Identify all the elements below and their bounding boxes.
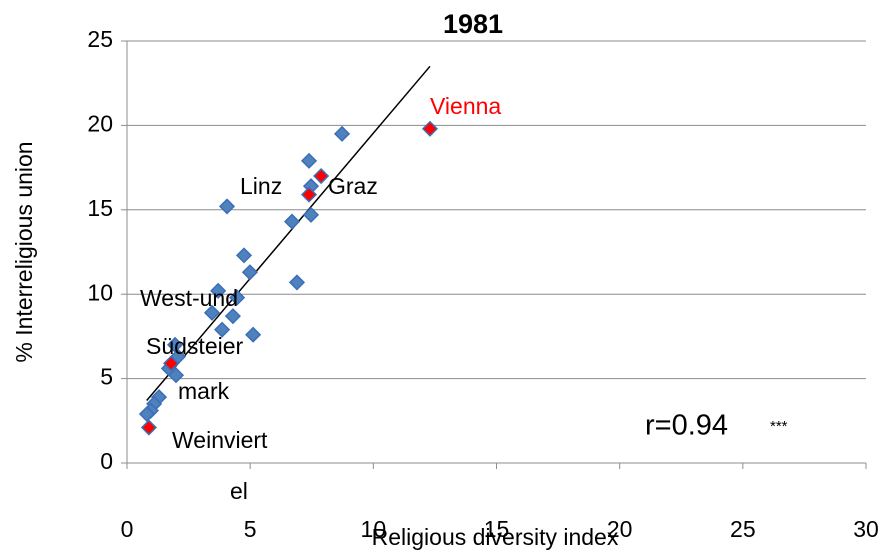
annotation: Vienna xyxy=(430,93,501,119)
marker xyxy=(421,120,439,137)
marker xyxy=(313,167,330,185)
y-tick-label: 5 xyxy=(100,364,113,390)
x-tick-label: 15 xyxy=(484,516,510,542)
marker xyxy=(241,264,258,281)
annotation: West-und xyxy=(140,285,238,311)
y-tick-label: 20 xyxy=(87,110,113,136)
stat-label: r=0.94 xyxy=(645,410,728,442)
marker xyxy=(224,308,241,325)
trendline xyxy=(146,65,431,402)
x-tick-label: 30 xyxy=(853,516,879,542)
marker xyxy=(333,125,351,142)
x-tick-label: 25 xyxy=(730,516,756,542)
marker xyxy=(203,304,221,321)
marker xyxy=(214,321,231,338)
marker xyxy=(229,289,246,306)
annotation: Weinviert xyxy=(172,427,268,453)
y-tick-label: 10 xyxy=(87,279,113,305)
annotation: Südsteier xyxy=(146,333,244,359)
marker xyxy=(283,213,301,230)
annotation: el xyxy=(230,478,248,504)
marker xyxy=(167,367,185,384)
marker xyxy=(235,247,253,264)
marker xyxy=(210,282,227,299)
y-tick-label: 25 xyxy=(87,26,113,52)
annotation: Graz xyxy=(328,173,378,199)
marker xyxy=(302,206,320,223)
marker xyxy=(300,152,318,169)
y-tick-label: 0 xyxy=(100,448,113,474)
x-tick-label: 20 xyxy=(607,516,633,542)
stat-significance: *** xyxy=(770,418,788,435)
annotation: Linz xyxy=(240,173,282,199)
marker xyxy=(245,326,262,343)
y-tick-label: 15 xyxy=(87,195,113,221)
x-tick-label: 5 xyxy=(244,516,257,542)
marker xyxy=(218,198,236,215)
chart-title: 1981 xyxy=(443,9,503,39)
x-axis-label: Religious diversity index xyxy=(372,524,619,550)
x-tick-label: 0 xyxy=(121,516,134,542)
marker xyxy=(140,419,157,436)
annotation: mark xyxy=(178,378,230,404)
marker xyxy=(300,186,318,203)
marker xyxy=(288,274,306,291)
marker xyxy=(138,405,156,423)
y-axis-label: % Interreligious union xyxy=(11,141,37,362)
marker xyxy=(163,355,180,372)
x-tick-label: 10 xyxy=(361,516,387,542)
